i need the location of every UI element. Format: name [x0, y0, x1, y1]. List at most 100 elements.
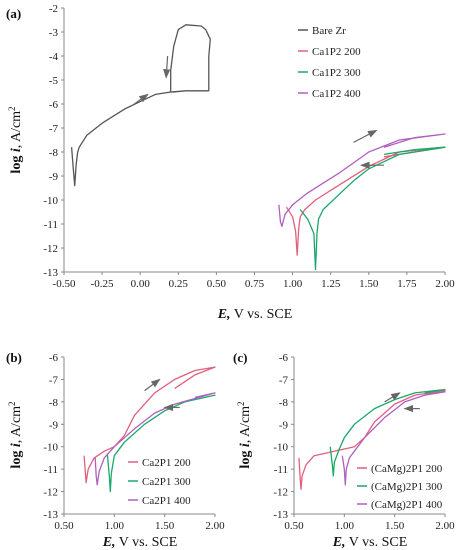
legend-label: Bare Zr	[312, 25, 346, 37]
y-axis-label-pre: log	[9, 152, 24, 173]
legend-label: (CaMg)2P1 400	[371, 499, 443, 511]
x-tick-label: 0.50	[284, 520, 304, 532]
y-tick-label: -7	[279, 374, 289, 386]
x-tick-label: 1.75	[397, 278, 417, 290]
x-tick-label: -0.50	[53, 278, 76, 290]
y-tick-label: -12	[43, 487, 58, 499]
y-axis-label-sup: 2	[236, 401, 246, 406]
y-tick-label: -9	[279, 419, 289, 431]
y-tick-label: -3	[49, 27, 59, 39]
y-axis-label-sup: 2	[7, 106, 17, 111]
y-tick-label: -13	[273, 509, 288, 521]
x-tick-label: 0.25	[169, 278, 189, 290]
series-line-1	[329, 388, 446, 477]
y-tick-label: -6	[279, 352, 289, 364]
x-tick-label: 0.50	[207, 278, 227, 290]
y-axis-label: log i, A/cm2	[7, 106, 24, 173]
y-tick-label: -8	[49, 147, 59, 159]
legend-label: Ca2P1 400	[142, 495, 191, 507]
x-tick-label: 2.00	[435, 520, 455, 532]
x-axis-label-rest: V vs. SCE	[231, 307, 293, 322]
y-axis-label: log i, A/cm2	[7, 401, 24, 468]
y-axis-label-rest: , A/cm	[9, 406, 24, 443]
chart-panel-1: -6 -7 -8 -9 -10 -11 -12 -130.50 1.00 1.50 2.00 (b) E…	[6, 350, 225, 550]
y-axis-label-rest: , A/cm	[9, 111, 24, 148]
panel-label: (c)	[233, 350, 247, 365]
x-tick-label: -0.25	[91, 278, 114, 290]
x-axis-label: E, V vs. SCE	[217, 307, 293, 322]
series-line-0	[70, 24, 211, 187]
y-axis-label-var: i	[238, 443, 253, 447]
legend-label: (CaMg)2P1 300	[371, 481, 443, 493]
y-tick-label: -6	[49, 99, 59, 111]
y-tick-label: -11	[274, 464, 288, 476]
x-axis-label-var: E,	[102, 535, 116, 550]
y-tick-label: -11	[44, 464, 58, 476]
direction-arrow	[163, 55, 171, 79]
x-tick-label: 0.50	[54, 520, 74, 532]
y-tick-label: -7	[49, 374, 59, 386]
x-axis-label: E, V vs. SCE	[332, 535, 408, 550]
y-tick-label: -12	[273, 487, 288, 499]
y-tick-label: -7	[49, 123, 59, 135]
x-axis-label-rest: V vs. SCE	[116, 535, 178, 550]
y-tick-label: -10	[273, 442, 288, 454]
panel-label: (a)	[6, 6, 21, 21]
series-line-2	[299, 146, 446, 271]
y-tick-label: -13	[43, 267, 58, 279]
x-tick-label: 1.50	[359, 278, 379, 290]
y-tick-label: -4	[49, 51, 59, 63]
y-axis-label: log i, A/cm2	[236, 401, 253, 468]
y-tick-label: -10	[43, 442, 58, 454]
y-tick-label: -5	[49, 75, 59, 87]
legend-label: Ca1P2 200	[312, 46, 361, 58]
x-tick-label: 1.50	[385, 520, 405, 532]
legend-label: Ca2P1 200	[142, 457, 191, 469]
direction-arrow	[353, 129, 378, 143]
series-line-2	[94, 392, 216, 486]
y-tick-label: -9	[49, 419, 59, 431]
y-tick-label: -10	[43, 195, 58, 207]
x-axis-label-var: E,	[217, 307, 231, 322]
y-tick-label: -8	[279, 397, 289, 409]
legend-label: Ca1P2 400	[312, 88, 361, 100]
legend-label: (CaMg)2P1 200	[371, 463, 443, 475]
x-tick-label: 1.00	[283, 278, 303, 290]
x-tick-label: 1.50	[155, 520, 175, 532]
x-axis-label-rest: V vs. SCE	[346, 535, 408, 550]
y-tick-label: -2	[49, 3, 58, 15]
x-tick-label: 2.00	[205, 520, 225, 532]
x-axis-label: E, V vs. SCE	[102, 535, 178, 550]
series-line-2	[341, 391, 446, 486]
x-axis-label-var: E,	[332, 535, 346, 550]
direction-arrow	[384, 392, 401, 403]
y-axis-label-var: i	[9, 148, 24, 152]
y-tick-label: -12	[43, 243, 58, 255]
series-line-3	[278, 133, 446, 228]
x-tick-label: 0.75	[245, 278, 265, 290]
legend-label: Ca2P1 300	[142, 476, 191, 488]
y-axis-label-sup: 2	[7, 401, 17, 406]
y-tick-label: -6	[49, 352, 59, 364]
y-tick-label: -11	[44, 219, 58, 231]
x-tick-label: 1.00	[105, 520, 125, 532]
direction-arrow	[144, 378, 161, 392]
series-line-0	[298, 389, 446, 490]
y-tick-label: -13	[43, 509, 58, 521]
chart-panel-2: -6 -7 -8 -9 -10 -11 -12 -130.50 1.00 1.50 2.00 (c) E…	[233, 350, 455, 550]
y-axis-label-pre: log	[238, 447, 253, 468]
series-line-1	[106, 394, 216, 493]
x-tick-label: 2.00	[435, 278, 455, 290]
x-tick-label: 1.00	[335, 520, 355, 532]
y-axis-label-pre: log	[9, 447, 24, 468]
y-axis-label-var: i	[9, 443, 24, 447]
x-tick-label: 0.00	[131, 278, 151, 290]
direction-arrow	[132, 93, 149, 106]
series-line-1	[285, 146, 446, 256]
panel-label: (b)	[6, 350, 22, 365]
chart-panel-0: -2 -3 -4 -5 -6 -7 -8 -9 -10 -11 -12 -13-0.50 -0.25 0.…	[6, 3, 455, 322]
series-line-0	[83, 366, 216, 484]
x-tick-label: 1.25	[321, 278, 341, 290]
y-tick-label: -9	[49, 171, 59, 183]
